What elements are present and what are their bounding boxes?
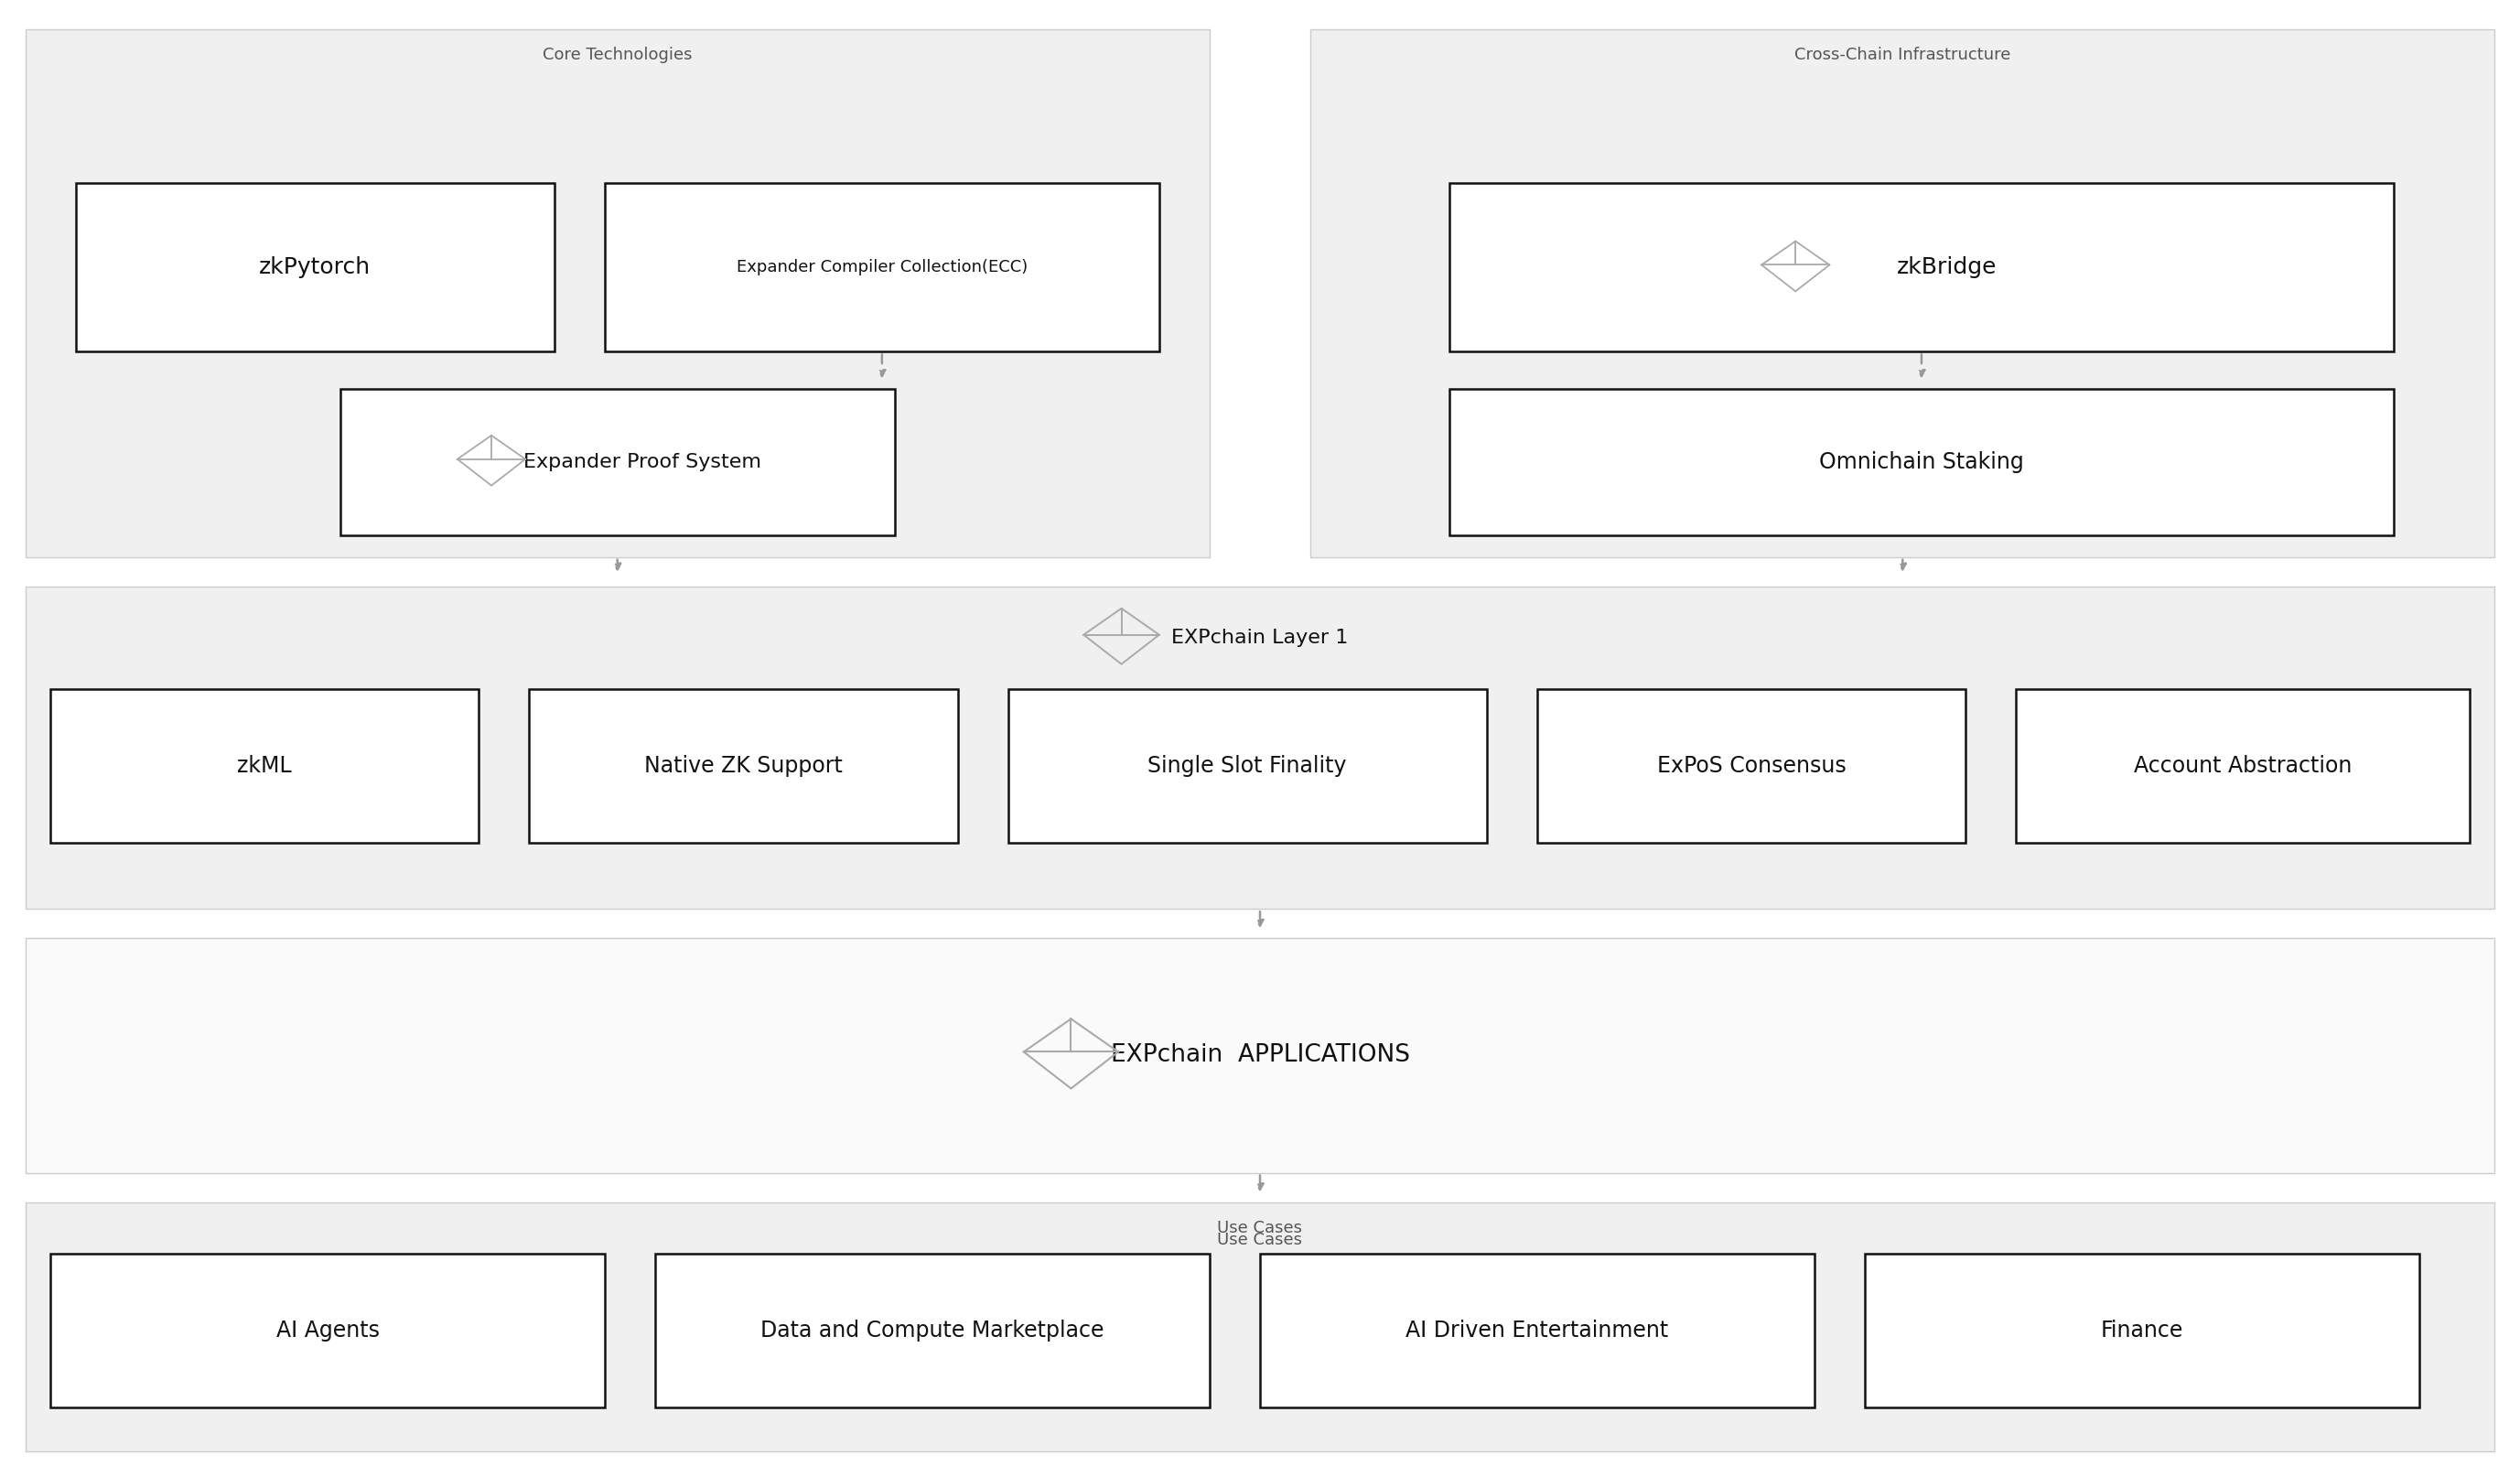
Text: Cross-Chain Infrastructure: Cross-Chain Infrastructure: [1794, 47, 2011, 63]
Bar: [2016, 689, 2470, 843]
Text: zkBridge: zkBridge: [1898, 257, 1996, 279]
Text: Native ZK Support: Native ZK Support: [645, 755, 842, 777]
Bar: [1008, 689, 1487, 843]
Text: Omnichain Staking: Omnichain Staking: [1819, 452, 2024, 472]
Text: Expander Compiler Collection(ECC): Expander Compiler Collection(ECC): [736, 259, 1028, 276]
Bar: [25, 1202, 2495, 1451]
Bar: [76, 183, 554, 352]
Bar: [50, 1253, 605, 1407]
Bar: [25, 29, 1210, 557]
Text: Use Cases: Use Cases: [1217, 1220, 1303, 1236]
Text: zkML: zkML: [237, 755, 292, 777]
Text: ExPoS Consensus: ExPoS Consensus: [1656, 755, 1847, 777]
Text: Core Technologies: Core Technologies: [542, 47, 693, 63]
Text: Single Slot Finality: Single Slot Finality: [1149, 755, 1346, 777]
Bar: [605, 183, 1159, 352]
Text: EXPchain Layer 1: EXPchain Layer 1: [1172, 629, 1348, 647]
Bar: [655, 1253, 1210, 1407]
Text: AI Driven Entertainment: AI Driven Entertainment: [1406, 1319, 1668, 1341]
Bar: [1865, 1253, 2419, 1407]
Bar: [1260, 1253, 1814, 1407]
Text: zkPytorch: zkPytorch: [260, 257, 370, 279]
Bar: [529, 689, 958, 843]
Bar: [25, 938, 2495, 1173]
Bar: [1310, 29, 2495, 557]
Text: Data and Compute Marketplace: Data and Compute Marketplace: [761, 1319, 1104, 1341]
Text: EXPchain  APPLICATIONS: EXPchain APPLICATIONS: [1111, 1044, 1409, 1067]
Bar: [50, 689, 479, 843]
Text: Finance: Finance: [2102, 1319, 2182, 1341]
Bar: [25, 586, 2495, 909]
Text: Account Abstraction: Account Abstraction: [2134, 755, 2351, 777]
Bar: [1449, 388, 2394, 535]
Text: AI Agents: AI Agents: [275, 1319, 381, 1341]
Text: Expander Proof System: Expander Proof System: [524, 453, 761, 471]
Bar: [1449, 183, 2394, 352]
Text: Use Cases: Use Cases: [1217, 1231, 1303, 1248]
Bar: [1537, 689, 1966, 843]
Bar: [340, 388, 895, 535]
